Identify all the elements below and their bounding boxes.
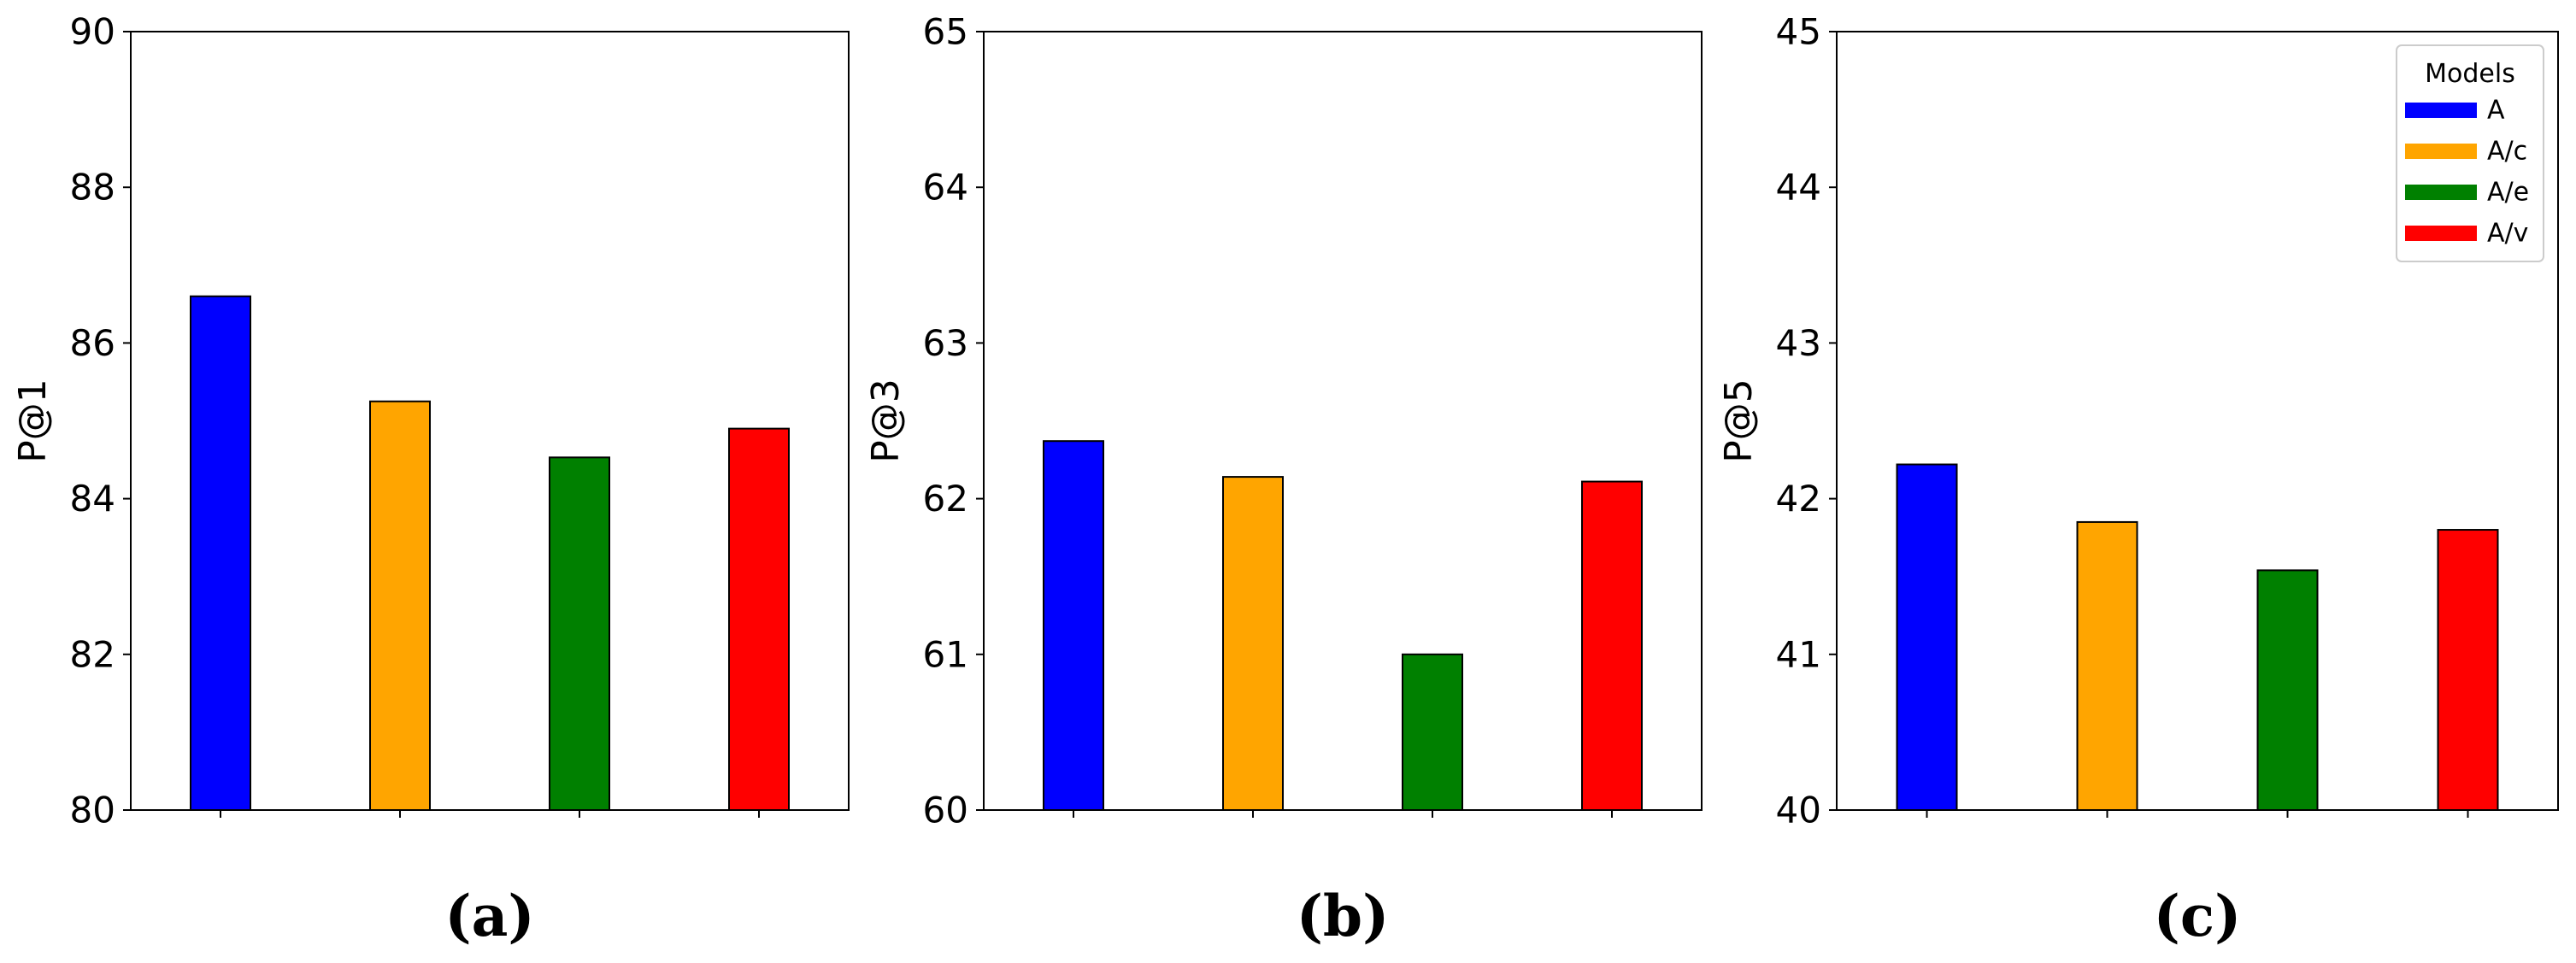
y-tick-label: 90 <box>70 11 115 53</box>
legend-label: A/v <box>2487 219 2528 249</box>
y-tick-label: 43 <box>1776 322 1821 364</box>
y-tick-label: 86 <box>70 322 115 364</box>
y-tick-label: 42 <box>1776 478 1821 520</box>
plot-frame <box>983 31 1703 811</box>
chart-panel-2: 60 61 62 63 64 65 P@3 (b) <box>864 11 1703 949</box>
legend-swatch <box>2405 226 2477 241</box>
bar-a-v <box>1581 480 1643 811</box>
y-tick-label: 62 <box>923 478 968 520</box>
bar-a <box>1896 463 1958 811</box>
y-tick-label: 80 <box>70 790 115 831</box>
legend-label: A <box>2487 96 2505 126</box>
y-tick-label: 82 <box>70 633 115 675</box>
y-axis-label: P@1 <box>11 379 55 463</box>
panel-caption: (c) <box>2154 883 2242 949</box>
bar-a-e <box>1402 653 1463 811</box>
y-tick-label: 40 <box>1776 790 1821 831</box>
bar-a-v <box>728 427 790 811</box>
panel-caption: (b) <box>1297 883 1390 949</box>
bar-a <box>1043 440 1104 811</box>
y-tick-label: 84 <box>70 478 115 520</box>
legend-swatch <box>2405 185 2477 200</box>
legend-label: A/e <box>2487 178 2529 208</box>
bar-a <box>190 295 251 811</box>
y-tick-label: 60 <box>923 790 968 831</box>
legend-swatch <box>2405 103 2477 118</box>
bar-a-v <box>2437 529 2499 811</box>
legend-label: A/c <box>2487 137 2527 167</box>
y-tick-label: 61 <box>923 633 968 675</box>
y-axis-label: P@3 <box>864 379 908 463</box>
chart-panel-1: 80 82 84 86 88 90 P@1 (a) <box>11 11 850 949</box>
plot-frame <box>130 31 850 811</box>
y-tick-label: 63 <box>923 322 968 364</box>
y-axis-label: P@5 <box>1717 379 1761 463</box>
legend: Models A A/c A/e A/v <box>2396 44 2544 262</box>
bar-a-c <box>2076 520 2138 811</box>
y-tick-label: 41 <box>1776 633 1821 675</box>
y-tick-label: 45 <box>1776 11 1821 53</box>
bar-a-c <box>1222 476 1284 811</box>
panel-caption: (a) <box>444 883 534 949</box>
bar-a-c <box>369 400 431 811</box>
plot-frame <box>1836 31 2559 811</box>
bar-a-e <box>2256 569 2319 811</box>
y-tick-label: 64 <box>923 167 968 208</box>
y-tick-label: 44 <box>1776 167 1821 208</box>
y-tick-label: 88 <box>70 167 115 208</box>
y-tick-label: 65 <box>923 11 968 53</box>
legend-title: Models <box>2425 59 2515 89</box>
chart-panel-3: 40 41 42 43 44 45 P@5 (c) Models A A/c A/e A/v <box>1717 11 2559 949</box>
bar-a-e <box>549 456 610 812</box>
legend-swatch <box>2405 144 2477 159</box>
